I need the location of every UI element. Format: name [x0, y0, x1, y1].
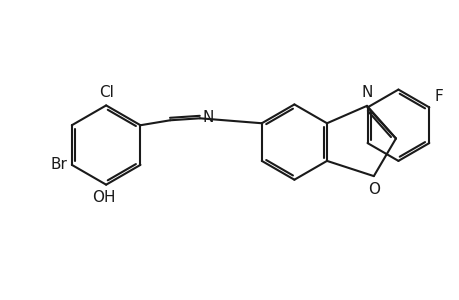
Text: N: N [202, 110, 214, 125]
Text: Br: Br [50, 158, 67, 172]
Text: O: O [367, 182, 379, 197]
Text: Cl: Cl [99, 85, 113, 100]
Text: OH: OH [92, 190, 116, 205]
Text: F: F [433, 89, 442, 104]
Text: N: N [360, 85, 372, 100]
